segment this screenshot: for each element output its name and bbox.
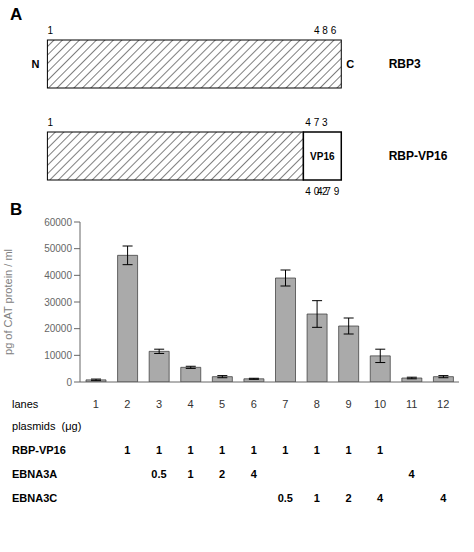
svg-text:6: 6 bbox=[251, 398, 257, 410]
svg-text:4: 4 bbox=[440, 492, 447, 504]
svg-text:1: 1 bbox=[187, 444, 193, 456]
svg-text:10000: 10000 bbox=[44, 350, 72, 361]
svg-text:1: 1 bbox=[314, 492, 320, 504]
svg-text:1: 1 bbox=[187, 468, 193, 480]
svg-text:1: 1 bbox=[314, 444, 320, 456]
svg-text:20000: 20000 bbox=[44, 323, 72, 334]
svg-text:plasmids (μg): plasmids (μg) bbox=[12, 420, 81, 432]
svg-text:4: 4 bbox=[409, 468, 416, 480]
svg-text:1: 1 bbox=[156, 444, 162, 456]
svg-text:1: 1 bbox=[282, 444, 288, 456]
svg-text:0.5: 0.5 bbox=[151, 468, 166, 480]
svg-text:60000: 60000 bbox=[44, 217, 72, 228]
html-text:B: B bbox=[10, 200, 23, 219]
svg-text:40000: 40000 bbox=[44, 270, 72, 281]
svg-text:3: 3 bbox=[156, 398, 162, 410]
svg-text:1: 1 bbox=[251, 444, 257, 456]
svg-text:4: 4 bbox=[251, 468, 258, 480]
svg-text:4: 4 bbox=[377, 492, 384, 504]
svg-text:4 7 3: 4 7 3 bbox=[305, 117, 328, 128]
svg-text:5: 5 bbox=[219, 398, 225, 410]
svg-text:A: A bbox=[10, 5, 22, 24]
svg-text:12: 12 bbox=[437, 398, 449, 410]
svg-text:4 8 6: 4 8 6 bbox=[314, 25, 337, 36]
svg-text:RBP3: RBP3 bbox=[389, 57, 421, 71]
svg-text:30000: 30000 bbox=[44, 297, 72, 308]
svg-text:1: 1 bbox=[47, 25, 53, 36]
svg-text:9: 9 bbox=[345, 398, 351, 410]
svg-text:4: 4 bbox=[187, 398, 193, 410]
svg-text:1: 1 bbox=[124, 444, 130, 456]
svg-text:1: 1 bbox=[345, 444, 351, 456]
svg-text:2: 2 bbox=[219, 468, 225, 480]
svg-text:1: 1 bbox=[377, 444, 383, 456]
svg-text:EBNA3A: EBNA3A bbox=[12, 468, 57, 480]
svg-text:VP16: VP16 bbox=[310, 151, 335, 162]
svg-text:EBNA3C: EBNA3C bbox=[12, 492, 57, 504]
svg-text:1: 1 bbox=[93, 398, 99, 410]
svg-text:1: 1 bbox=[219, 444, 225, 456]
svg-text:8: 8 bbox=[314, 398, 320, 410]
svg-text:2: 2 bbox=[124, 398, 130, 410]
svg-text:lanes: lanes bbox=[12, 398, 39, 410]
svg-text:1: 1 bbox=[47, 117, 53, 128]
svg-text:11: 11 bbox=[406, 398, 417, 410]
svg-text:C: C bbox=[346, 58, 354, 70]
svg-text:N: N bbox=[31, 58, 39, 70]
svg-text:4 7 9: 4 7 9 bbox=[317, 186, 340, 197]
svg-text:RBP-VP16: RBP-VP16 bbox=[389, 149, 448, 163]
svg-text:RBP-VP16: RBP-VP16 bbox=[12, 444, 66, 456]
svg-text:0: 0 bbox=[66, 377, 72, 388]
svg-text:pg of CAT protein / ml: pg of CAT protein / ml bbox=[8, 249, 14, 355]
svg-text:2: 2 bbox=[345, 492, 351, 504]
svg-text:7: 7 bbox=[282, 398, 288, 410]
svg-text:10: 10 bbox=[374, 398, 386, 410]
svg-text:0.5: 0.5 bbox=[278, 492, 293, 504]
svg-text:50000: 50000 bbox=[44, 243, 72, 254]
